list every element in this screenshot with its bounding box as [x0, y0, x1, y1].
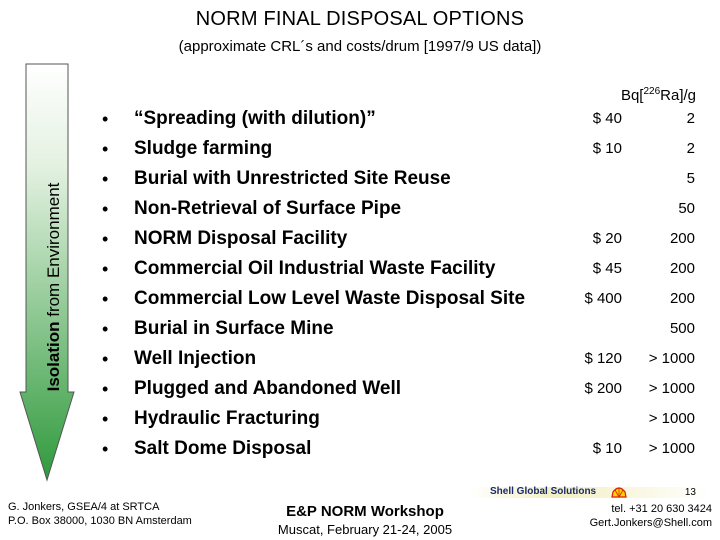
list-item-label: Salt Dome Disposal — [134, 438, 312, 459]
bullet: • — [102, 439, 109, 459]
list-item-value: > 1000 — [648, 440, 695, 457]
footer-author-line2: P.O. Box 38000, 1030 BN Amsterdam — [8, 515, 192, 527]
list-item-value: 200 — [669, 290, 695, 307]
list-item-value: > 1000 — [648, 410, 695, 427]
bullet: • — [102, 319, 109, 339]
bullet: • — [102, 139, 109, 159]
footer-event: E&P NORM Workshop Muscat, February 21-24… — [265, 503, 465, 538]
list-item-value: > 1000 — [648, 350, 695, 367]
list-item-value: 200 — [669, 260, 695, 277]
bullet: • — [102, 109, 109, 129]
bullet: • — [102, 259, 109, 279]
list-item: • Well Injection $ 120 > 1000 — [0, 344, 720, 374]
shell-logo-icon — [611, 487, 627, 498]
list-item: • Commercial Low Level Waste Disposal Sit… — [0, 284, 720, 314]
slide-subtitle: (approximate CRL´s and costs/drum [1997/… — [178, 38, 542, 55]
list-item: • Non-Retrieval of Surface Pipe 50 — [0, 194, 720, 224]
list-item-cost: $ 400 — [584, 290, 622, 307]
bullet: • — [102, 169, 109, 189]
bullet: • — [102, 409, 109, 429]
list-item-label: “Spreading (with dilution)” — [134, 108, 376, 129]
footer-author-line1: G. Jonkers, GSEA/4 at SRTCA — [8, 501, 160, 513]
list-item-label: NORM Disposal Facility — [134, 228, 348, 249]
down-arrow-icon — [19, 63, 75, 482]
isolation-arrow: Isolation from Environment — [18, 62, 76, 482]
footer-logo-bar — [470, 487, 710, 498]
list-item: • Burial with Unrestricted Site Reuse 5 — [0, 164, 720, 194]
list-item-cost: $ 20 — [592, 230, 622, 247]
list-item-label: Commercial Oil Industrial Waste Facility — [134, 258, 496, 279]
footer-contact: tel. +31 20 630 3424 Gert.Jonkers@Shell.… — [590, 502, 712, 530]
bullet: • — [102, 199, 109, 219]
footer-logo-text: Shell Global Solutions — [490, 486, 597, 497]
list-item-cost: $ 120 — [584, 350, 622, 367]
list-item-value: 500 — [669, 320, 695, 337]
bullet: • — [102, 349, 109, 369]
footer-author: G. Jonkers, GSEA/4 at SRTCA P.O. Box 380… — [8, 500, 192, 528]
list-item-cost: $ 45 — [592, 260, 622, 277]
list-item: • Sludge farming $ 10 2 — [0, 134, 720, 164]
list-item-label: Sludge farming — [134, 138, 273, 159]
footer-contact-phone: tel. +31 20 630 3424 — [611, 503, 712, 515]
list-item-value: > 1000 — [648, 380, 695, 397]
list-item-value: 200 — [669, 230, 695, 247]
list-item-cost: $ 40 — [592, 110, 622, 127]
bullet: • — [102, 289, 109, 309]
list-item-label: Hydraulic Fracturing — [134, 408, 320, 429]
bullet: • — [102, 379, 109, 399]
list-item-value: 2 — [686, 140, 695, 157]
list-item-label: Burial with Unrestricted Site Reuse — [134, 168, 451, 189]
column-header-prefix: Bq[ — [620, 87, 644, 104]
footer-event-title: E&P NORM Workshop — [286, 503, 444, 520]
list-item-label: Commercial Low Level Waste Disposal Site — [134, 288, 526, 309]
list-item: • Commercial Oil Industrial Waste Facilit… — [0, 254, 720, 284]
slide-title: NORM FINAL DISPOSAL OPTIONS — [195, 8, 525, 30]
footer-contact-email: Gert.Jonkers@Shell.com — [589, 517, 712, 529]
list-item: • NORM Disposal Facility $ 20 200 — [0, 224, 720, 254]
list-item: • Burial in Surface Mine 500 — [0, 314, 720, 344]
column-header-suffix: Ra]/g — [660, 87, 696, 104]
list-item-label: Burial in Surface Mine — [134, 318, 334, 339]
list-item: • Plugged and Abandoned Well $ 200 > 1000 — [0, 374, 720, 404]
list-item-cost: $ 200 — [584, 380, 622, 397]
list-item-value: 50 — [678, 200, 695, 217]
bullet: • — [102, 229, 109, 249]
list-item-value: 5 — [686, 170, 695, 187]
column-header-sup: 226 — [643, 86, 661, 97]
list-item: • “Spreading (with dilution)” $ 40 2 — [0, 104, 720, 134]
list-item-cost: $ 10 — [592, 140, 622, 157]
footer-event-location: Muscat, February 21-24, 2005 — [277, 522, 453, 537]
list-item: • Salt Dome Disposal $ 10 > 1000 — [0, 434, 720, 464]
column-header: Bq[226Ra]/g — [621, 86, 696, 104]
list-item-value: 2 — [686, 110, 695, 127]
list-item-label: Plugged and Abandoned Well — [134, 378, 402, 399]
list-item-cost: $ 10 — [592, 440, 622, 457]
list-item-label: Well Injection — [134, 348, 257, 369]
page-number: 13 — [684, 487, 696, 498]
list-item: • Hydraulic Fracturing > 1000 — [0, 404, 720, 434]
list-item-label: Non-Retrieval of Surface Pipe — [134, 198, 402, 219]
